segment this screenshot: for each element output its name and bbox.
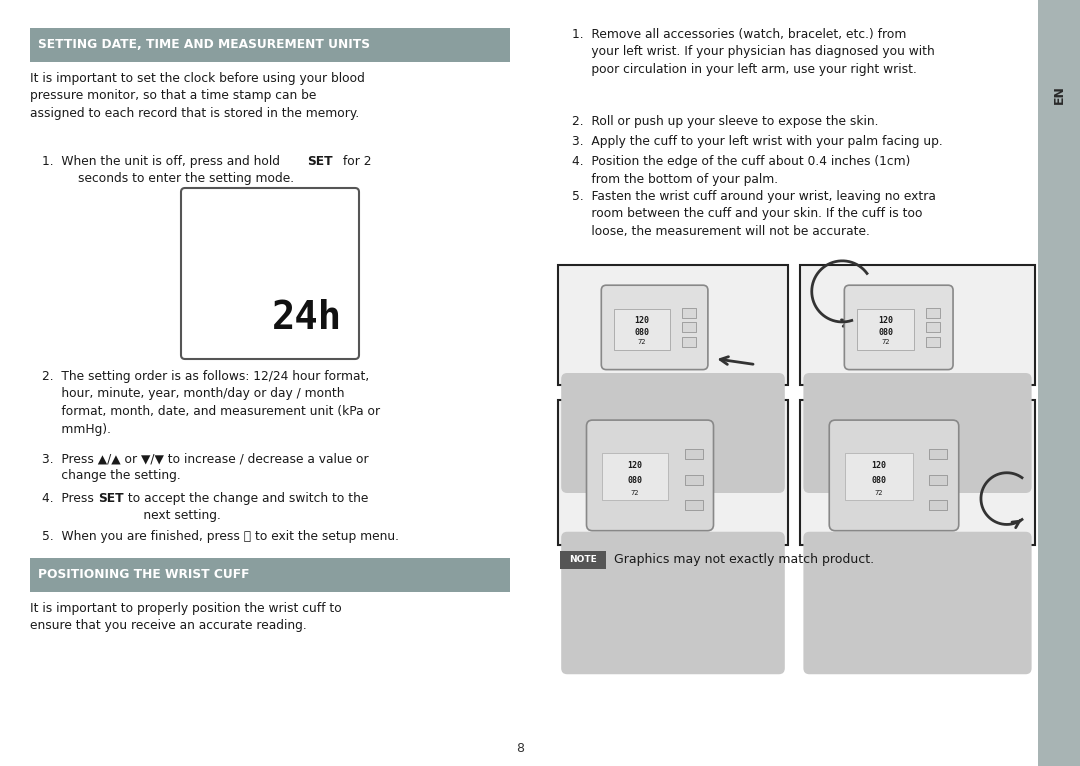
Text: 120: 120 (627, 461, 643, 470)
Text: SET: SET (98, 492, 123, 505)
Bar (685, 476, 702, 486)
Text: 72: 72 (638, 339, 646, 345)
Text: 2.  Roll or push up your sleeve to expose the skin.: 2. Roll or push up your sleeve to expose… (572, 115, 878, 128)
FancyBboxPatch shape (804, 373, 1031, 493)
Text: 120: 120 (878, 316, 893, 325)
Text: 1.  Remove all accessories (watch, bracelet, etc.) from
     your left wrist. If: 1. Remove all accessories (watch, bracel… (572, 28, 935, 76)
Text: 72: 72 (875, 490, 883, 496)
Bar (561, 551, 606, 569)
Text: 24h: 24h (272, 299, 342, 337)
FancyBboxPatch shape (829, 420, 959, 531)
Text: It is important to properly position the wrist cuff to
ensure that you receive a: It is important to properly position the… (30, 602, 341, 633)
Text: 1.  When the unit is off, press and hold: 1. When the unit is off, press and hold (42, 155, 284, 168)
Text: SETTING DATE, TIME AND MEASUREMENT UNITS: SETTING DATE, TIME AND MEASUREMENT UNITS (38, 38, 370, 51)
Text: 080: 080 (872, 476, 887, 485)
Text: It is important to set the clock before using your blood
pressure monitor, so th: It is important to set the clock before … (30, 72, 365, 120)
Text: for 2: for 2 (339, 155, 372, 168)
FancyBboxPatch shape (562, 532, 785, 674)
Bar (929, 500, 947, 510)
Text: 5.  When you are finished, press ⏻ to exit the setup menu.: 5. When you are finished, press ⏻ to exi… (42, 530, 399, 543)
Text: 2.  The setting order is as follows: 12/24 hour format,
     hour, minute, year,: 2. The setting order is as follows: 12/2… (42, 370, 380, 436)
FancyBboxPatch shape (586, 420, 714, 531)
Bar (800, 400, 1035, 545)
Text: to accept the change and switch to the
     next setting.: to accept the change and switch to the n… (124, 492, 368, 522)
Bar (558, 400, 788, 545)
FancyBboxPatch shape (562, 373, 785, 493)
Text: 080: 080 (627, 476, 643, 485)
Bar (30, 558, 510, 592)
Text: 080: 080 (635, 328, 649, 337)
Text: seconds to enter the setting mode.: seconds to enter the setting mode. (78, 172, 294, 185)
Text: 4.  Position the edge of the cuff about 0.4 inches (1cm)
     from the bottom of: 4. Position the edge of the cuff about 0… (572, 155, 910, 185)
Text: 4.  Press: 4. Press (42, 492, 98, 505)
Text: 3.  Press ▲/▲ or ▼/▼ to increase / decrease a value or
     change the setting.: 3. Press ▲/▲ or ▼/▼ to increase / decrea… (42, 452, 368, 483)
Bar (615, 309, 670, 350)
Text: 3.  Apply the cuff to your left wrist with your palm facing up.: 3. Apply the cuff to your left wrist wit… (572, 135, 943, 148)
FancyBboxPatch shape (804, 532, 1031, 674)
FancyBboxPatch shape (181, 188, 359, 359)
Text: 8: 8 (516, 741, 524, 755)
Text: 120: 120 (635, 316, 649, 325)
Text: 72: 72 (631, 490, 639, 496)
Text: 120: 120 (872, 461, 887, 470)
FancyBboxPatch shape (602, 285, 707, 370)
Bar (685, 500, 702, 510)
Bar (927, 322, 941, 332)
Text: Graphics may not exactly match product.: Graphics may not exactly match product. (615, 554, 874, 567)
Text: NOTE: NOTE (569, 555, 597, 565)
Bar (685, 449, 702, 459)
Text: 5.  Fasten the wrist cuff around your wrist, leaving no extra
     room between : 5. Fasten the wrist cuff around your wri… (572, 190, 936, 238)
Bar (845, 453, 913, 500)
Bar (927, 337, 941, 347)
Bar (929, 449, 947, 459)
Bar (602, 453, 669, 500)
FancyBboxPatch shape (845, 285, 953, 370)
Text: 72: 72 (881, 339, 890, 345)
Bar (1038, 0, 1080, 766)
Text: SET: SET (307, 155, 333, 168)
Bar (681, 322, 696, 332)
Bar (558, 265, 788, 385)
Bar (858, 309, 915, 350)
Text: POSITIONING THE WRIST CUFF: POSITIONING THE WRIST CUFF (38, 568, 249, 581)
Text: EN: EN (1053, 86, 1066, 104)
Text: 080: 080 (878, 328, 893, 337)
Bar (800, 265, 1035, 385)
Bar (681, 307, 696, 318)
Bar (929, 476, 947, 486)
Bar (927, 307, 941, 318)
Bar (681, 337, 696, 347)
Bar (30, 28, 510, 62)
